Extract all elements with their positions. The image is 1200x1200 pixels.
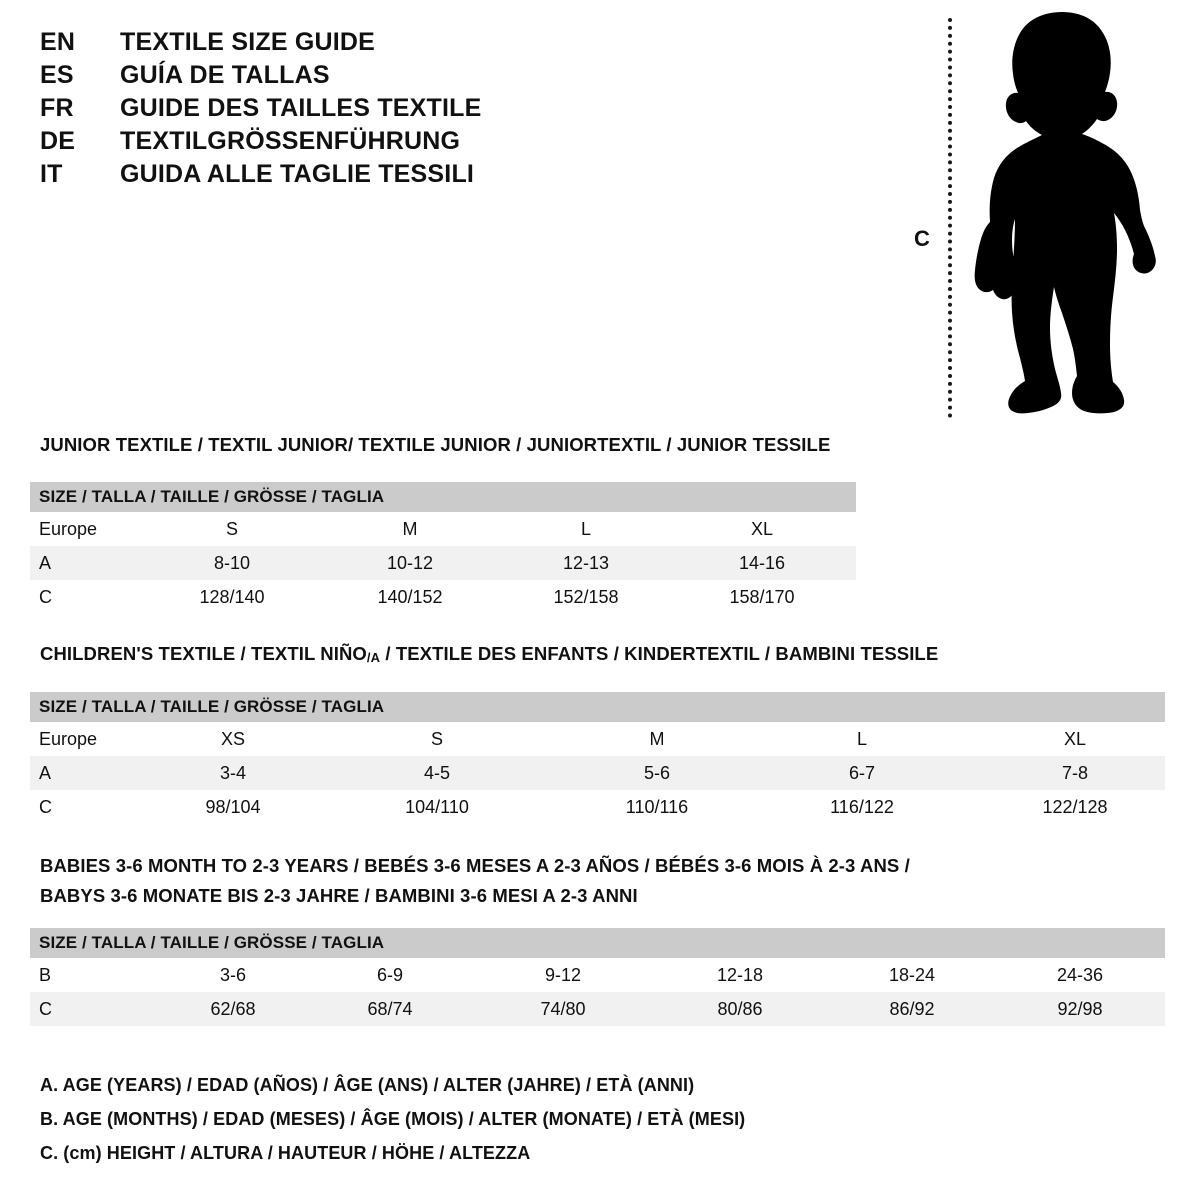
language-code: ES xyxy=(40,61,74,89)
language-code: EN xyxy=(40,28,76,56)
table-cell: 140/152 xyxy=(377,587,443,607)
table-header-bar-junior: SIZE / TALLA / TAILLE / GRÖSSE / TAGLIA xyxy=(30,482,856,512)
table-cell: XS xyxy=(220,729,246,749)
language-title: TEXTILE SIZE GUIDE xyxy=(120,28,376,56)
table-cell: 6-7 xyxy=(848,763,876,783)
table-cell: 92/98 xyxy=(1057,999,1103,1019)
table-row: C 98/104 104/110 110/116 116/122 122/128 xyxy=(30,790,1165,824)
section-heading-babies-line2: BABYS 3-6 MONATE BIS 2-3 JAHRE / BAMBINI… xyxy=(40,885,638,906)
table-cell: 7-8 xyxy=(1061,763,1089,783)
language-title: GUÍA DE TALLAS xyxy=(120,61,330,89)
table-cell: 8-10 xyxy=(213,553,251,573)
table-row: C 128/140 140/152 152/158 158/170 xyxy=(30,580,856,614)
table-cell: XL xyxy=(750,519,774,539)
table-cell: L xyxy=(580,519,592,539)
table-cell: 80/86 xyxy=(717,999,763,1019)
table-cell: 12-13 xyxy=(562,553,610,573)
table-cell: M xyxy=(402,519,418,539)
height-reference-figure: C xyxy=(900,8,1170,423)
language-row-es: ES GUÍA DE TALLAS xyxy=(40,61,640,94)
language-title: TEXTILGRÖSSENFÜHRUNG xyxy=(120,127,461,155)
table-cell: L xyxy=(856,729,868,749)
table-row: C 62/68 68/74 74/80 80/86 86/92 92/98 xyxy=(30,992,1165,1026)
table-cell: 98/104 xyxy=(205,797,261,817)
language-row-fr: FR GUIDE DES TAILLES TEXTILE xyxy=(40,94,640,127)
table-cell: 3-4 xyxy=(219,763,247,783)
table-cell: 86/92 xyxy=(889,999,935,1019)
table-cell: 104/110 xyxy=(405,797,469,817)
table-row: A 8-10 10-12 12-13 14-16 xyxy=(30,546,856,580)
table-cell: S xyxy=(225,519,239,539)
table-cell: 74/80 xyxy=(540,999,586,1019)
legend-line: B. AGE (MONTHS) / EDAD (MESES) / ÂGE (MO… xyxy=(40,1109,746,1129)
legend-block: A. AGE (YEARS) / EDAD (AÑOS) / ÂGE (ANS)… xyxy=(40,1068,940,1170)
table-cell: 110/116 xyxy=(625,797,689,817)
table-header-bar-babies: SIZE / TALLA / TAILLE / GRÖSSE / TAGLIA xyxy=(30,928,1165,958)
table-cell: XL xyxy=(1063,729,1087,749)
section-heading-children-suffix: /A xyxy=(366,650,381,665)
section-heading-children-pre: CHILDREN'S TEXTILE / TEXTIL NIÑO xyxy=(40,643,367,664)
language-row-it: IT GUIDA ALLE TAGLIE TESSILI xyxy=(40,160,640,193)
table-row: Europe XS S M L XL xyxy=(30,722,1165,756)
size-table-babies: SIZE / TALLA / TAILLE / GRÖSSE / TAGLIA B… xyxy=(30,928,1165,1026)
size-table-children: SIZE / TALLA / TAILLE / GRÖSSE / TAGLIA E… xyxy=(30,692,1165,824)
row-label: A xyxy=(39,553,52,573)
table-cell: 4-5 xyxy=(423,763,451,783)
height-marker-label-c: C xyxy=(914,226,930,251)
table-cell: 5-6 xyxy=(643,763,671,783)
language-row-de: DE TEXTILGRÖSSENFÜHRUNG xyxy=(40,127,640,160)
section-heading-children: CHILDREN'S TEXTILE / TEXTIL NIÑO/A / TEX… xyxy=(40,643,938,665)
row-label: C xyxy=(39,797,52,817)
toddler-silhouette-icon xyxy=(974,12,1156,414)
language-code: IT xyxy=(40,160,63,188)
row-label: C xyxy=(39,587,52,607)
section-heading-babies-line1: BABIES 3-6 MONTH TO 2-3 YEARS / BEBÉS 3-… xyxy=(40,855,910,876)
table-cell: M xyxy=(649,729,665,749)
section-heading-junior: JUNIOR TEXTILE / TEXTIL JUNIOR/ TEXTILE … xyxy=(40,434,831,455)
table-cell: 116/122 xyxy=(830,797,894,817)
table-cell: S xyxy=(430,729,444,749)
table-cell: 158/170 xyxy=(729,587,795,607)
table-cell: 9-12 xyxy=(544,965,582,985)
table-row: Europe S M L XL xyxy=(30,512,856,546)
table-cell: 3-6 xyxy=(219,965,247,985)
table-cell: 6-9 xyxy=(376,965,404,985)
table-cell: 18-24 xyxy=(888,965,936,985)
table-cell: 14-16 xyxy=(738,553,786,573)
legend-line: A. AGE (YEARS) / EDAD (AÑOS) / ÂGE (ANS)… xyxy=(40,1075,695,1095)
language-title: GUIDA ALLE TAGLIE TESSILI xyxy=(120,160,475,188)
table-cell: 24-36 xyxy=(1056,965,1104,985)
row-label: B xyxy=(39,965,52,985)
table-row: A 3-4 4-5 5-6 6-7 7-8 xyxy=(30,756,1165,790)
table-cell: 122/128 xyxy=(1042,797,1108,817)
language-code: FR xyxy=(40,94,74,122)
row-label: A xyxy=(39,763,52,783)
row-label: C xyxy=(39,999,52,1019)
section-heading-children-post: / TEXTILE DES ENFANTS / KINDERTEXTIL / B… xyxy=(380,643,939,664)
table-header-bar-children: SIZE / TALLA / TAILLE / GRÖSSE / TAGLIA xyxy=(30,692,1165,722)
table-cell: 128/140 xyxy=(199,587,265,607)
table-cell: 10-12 xyxy=(386,553,434,573)
table-cell: 68/74 xyxy=(367,999,413,1019)
table-cell: 12-18 xyxy=(716,965,764,985)
size-table-junior: SIZE / TALLA / TAILLE / GRÖSSE / TAGLIA E… xyxy=(30,482,856,614)
table-row: B 3-6 6-9 9-12 12-18 18-24 24-36 xyxy=(30,958,1165,992)
language-title: GUIDE DES TAILLES TEXTILE xyxy=(120,94,482,122)
language-code: DE xyxy=(40,127,76,155)
row-label: Europe xyxy=(39,729,98,749)
height-dotted-line xyxy=(948,18,952,418)
table-cell: 152/158 xyxy=(553,587,619,607)
table-cell: 62/68 xyxy=(210,999,256,1019)
legend-line: C. (cm) HEIGHT / ALTURA / HAUTEUR / HÖHE… xyxy=(40,1143,531,1163)
row-label: Europe xyxy=(39,519,98,539)
language-row-en: EN TEXTILE SIZE GUIDE xyxy=(40,28,640,61)
language-header-block: EN TEXTILE SIZE GUIDE ES GUÍA DE TALLAS FR GU… xyxy=(40,28,640,193)
